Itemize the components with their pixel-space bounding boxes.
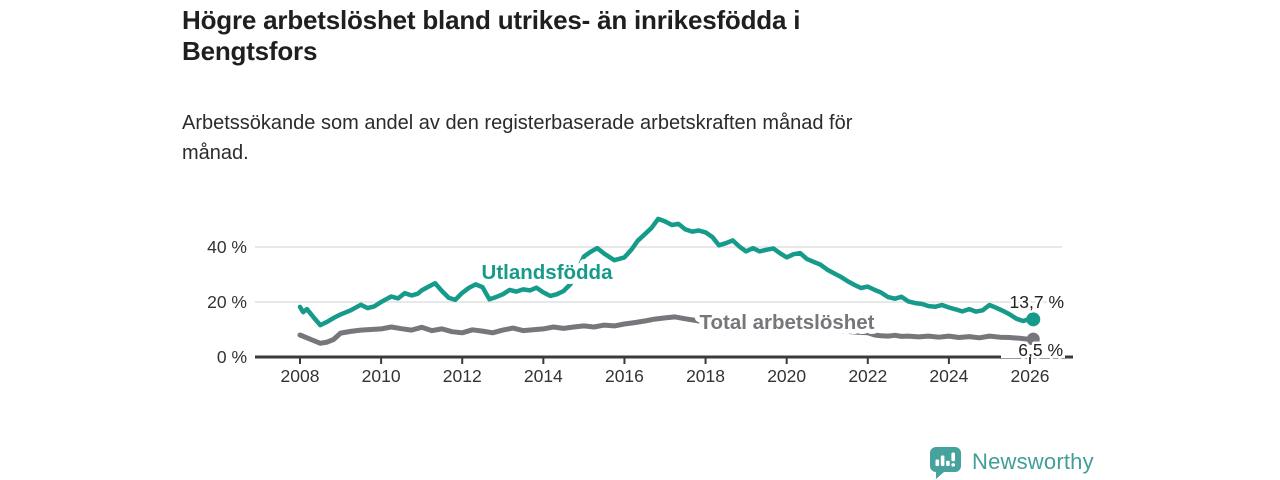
total-arbetsloshet-end-dot [1026, 332, 1040, 346]
axis-tick-labels: 2008 2010 2012 2014 2016 2018 2020 2022 2024 2026… [207, 237, 1049, 386]
x-tick-label: 2020 [767, 366, 806, 386]
series-lines [297, 216, 1036, 346]
x-tick-label: 2010 [362, 366, 401, 386]
utlandsfodda-end-dot [1026, 312, 1041, 327]
chart-title: Högre arbetslöshet bland utrikes- än inr… [182, 5, 962, 67]
y-tick-label: 20 % [207, 292, 247, 312]
utlandsfodda-line [297, 216, 1036, 328]
chart-title-line1: Högre arbetslöshet bland utrikes- än inr… [182, 5, 801, 35]
total-arbetsloshet-value-label: 6,5 % [1018, 340, 1063, 360]
series-end-dots [1026, 312, 1041, 346]
utlandsfodda-label: Utlandsfödda [482, 261, 614, 284]
utlandsfodda-value-label: 13,7 % [1010, 292, 1064, 312]
y-tick-label: 40 % [207, 237, 247, 257]
x-tick-label: 2018 [686, 366, 725, 386]
x-tick-label: 2024 [929, 366, 968, 386]
y-tick-label: 0 % [217, 347, 247, 367]
chart-subtitle-line2: månad. [182, 142, 249, 164]
series-annotations: Utlandsfödda Total arbetslöshet 13,7 % 6,5 … [477, 256, 1067, 363]
x-tick-label: 2026 [1011, 366, 1050, 386]
total-arbetsloshet-label: Total arbetslöshet [699, 311, 874, 334]
x-tick-label: 2014 [524, 366, 563, 386]
bar-chart-speech-bubble-icon [930, 446, 961, 479]
x-tick-label: 2022 [848, 366, 887, 386]
x-tick-label: 2016 [605, 366, 644, 386]
grid-lines [255, 246, 1062, 303]
x-axis-ticks [299, 357, 1032, 364]
newsworthy-brand-text: Newsworthy [972, 449, 1094, 474]
newsworthy-logo: Newsworthy [929, 445, 1094, 479]
x-tick-label: 2012 [443, 366, 482, 386]
chart-subtitle-line1: Arbetssökande som andel av den registerb… [182, 112, 853, 134]
chart-subtitle: Arbetssökande som andel av den registerb… [182, 108, 1042, 168]
value-label-backing [1001, 345, 1065, 358]
total-arbetsloshet-line [297, 314, 1036, 346]
x-tick-label: 2008 [281, 366, 320, 386]
chart-title-line2: Bengtsfors [182, 36, 318, 66]
